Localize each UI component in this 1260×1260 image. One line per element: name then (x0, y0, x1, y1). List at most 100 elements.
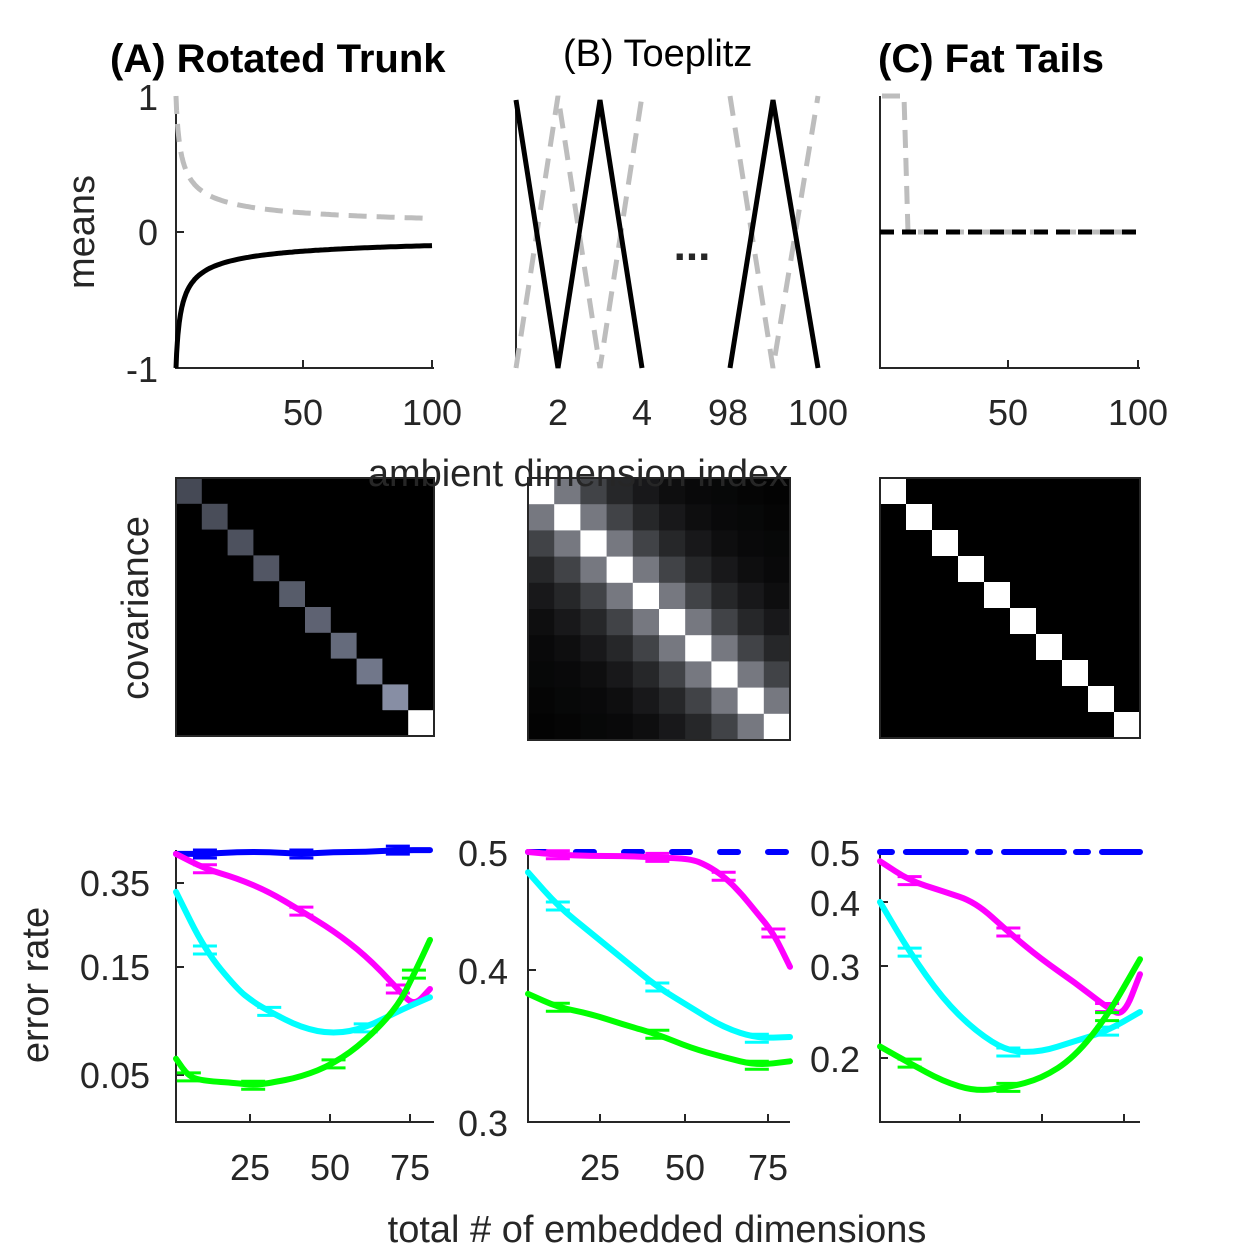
heat-cell (763, 609, 791, 636)
title-b: (B) Toeplitz (563, 33, 752, 75)
heat-cell (305, 710, 332, 737)
heat-cell (554, 530, 581, 558)
heat-cell (201, 581, 229, 608)
panel-c-covariance (879, 477, 1141, 739)
heat-cell (606, 635, 634, 662)
a-mean-class0-line (173, 243, 433, 369)
heat-cell (685, 713, 712, 741)
heat-cell (528, 530, 555, 558)
heat-cell (253, 684, 280, 711)
heat-cell (763, 713, 791, 741)
heat-cell (1036, 478, 1063, 505)
heat-cell (763, 661, 791, 689)
heat-cell (1010, 608, 1037, 635)
heat-cell (685, 609, 712, 636)
heat-cell (201, 503, 229, 531)
heat-cell (305, 478, 332, 505)
heat-cell (382, 529, 409, 556)
a-err-xtick-25: 25 (230, 1147, 270, 1188)
heat-cell (305, 555, 332, 582)
heat-cell (1010, 582, 1037, 609)
error-bar (176, 1071, 201, 1083)
heat-cell (382, 581, 409, 608)
embedded-xlabel: total # of embedded dimensions (388, 1209, 927, 1251)
heat-cell (356, 581, 383, 608)
error-bar (545, 900, 570, 912)
c-err-ytick-05: 0.5 (810, 833, 860, 874)
error-bar (996, 1081, 1021, 1093)
title-c: (C) Fat Tails (878, 37, 1104, 81)
c-err-ytick-04: 0.4 (810, 883, 860, 924)
heat-cell (632, 504, 660, 531)
c-xtick-100: 100 (1108, 392, 1168, 433)
heat-cell (528, 661, 555, 689)
heat-cell (279, 632, 306, 660)
heat-cell (711, 478, 739, 505)
heat-cell (176, 529, 203, 556)
heat-cell (632, 713, 660, 741)
heat-cell (1088, 556, 1115, 583)
heat-cell (880, 504, 907, 531)
heat-cell (906, 556, 933, 583)
heat-cell (1088, 582, 1115, 609)
a-err-xtick-75: 75 (390, 1147, 430, 1188)
heat-cell (932, 556, 959, 583)
heat-cell (1036, 686, 1063, 713)
error-bar (711, 870, 736, 882)
heat-cell (685, 504, 712, 531)
heat-cell (227, 503, 254, 531)
heat-cell (227, 529, 254, 556)
heat-cell (1062, 504, 1089, 531)
heat-cell (763, 504, 791, 531)
a-err-xtick-50: 50 (310, 1147, 350, 1188)
heat-cell (279, 478, 306, 505)
heat-cell (1036, 634, 1063, 661)
error-series-3 (877, 956, 1143, 1093)
heat-cell (408, 658, 435, 685)
heat-cell (1062, 556, 1089, 583)
heat-cell (382, 658, 409, 685)
a-xtick-100: 100 (402, 392, 462, 433)
heat-cell (554, 687, 581, 715)
heat-cell (382, 632, 409, 660)
error-series-3 (173, 936, 433, 1088)
heat-cell (906, 712, 933, 739)
heat-cell (330, 555, 358, 582)
heat-cell (1114, 608, 1141, 635)
heat-cell (279, 555, 306, 582)
ambient-xlabel: ambient dimension index (368, 453, 788, 495)
heat-cell (1062, 712, 1089, 739)
heat-cell (227, 710, 254, 737)
heat-cell (201, 478, 229, 505)
panel-b-means: ... 2 4 98 100 (513, 95, 848, 433)
heat-cell (528, 504, 555, 531)
heat-cell (1114, 634, 1141, 661)
heat-cell (685, 635, 712, 662)
heat-cell (528, 609, 555, 636)
error-ylabel: error rate (15, 907, 57, 1063)
heat-cell (176, 632, 203, 660)
heat-cell (606, 661, 634, 689)
heat-cell (880, 608, 907, 635)
heat-cell (356, 555, 383, 582)
heat-cell (382, 607, 409, 634)
heat-cell (176, 555, 203, 582)
heat-cell (580, 713, 608, 741)
heat-cell (279, 503, 306, 531)
heat-cell (711, 713, 739, 741)
heat-cell (176, 607, 203, 634)
heat-cell (763, 635, 791, 662)
heat-cell (408, 503, 435, 531)
heat-cell (685, 582, 712, 610)
heat-cell (580, 556, 608, 584)
panel-b-error: 0.5 0.4 0.3 25 50 75 (458, 833, 793, 1188)
heat-cell (305, 658, 332, 685)
heat-cell (984, 660, 1011, 687)
heat-cell (932, 504, 959, 531)
heat-cell (227, 632, 254, 660)
heat-cell (554, 504, 581, 531)
heat-cell (880, 582, 907, 609)
heat-cell (1114, 530, 1141, 557)
heat-cell (330, 503, 358, 531)
